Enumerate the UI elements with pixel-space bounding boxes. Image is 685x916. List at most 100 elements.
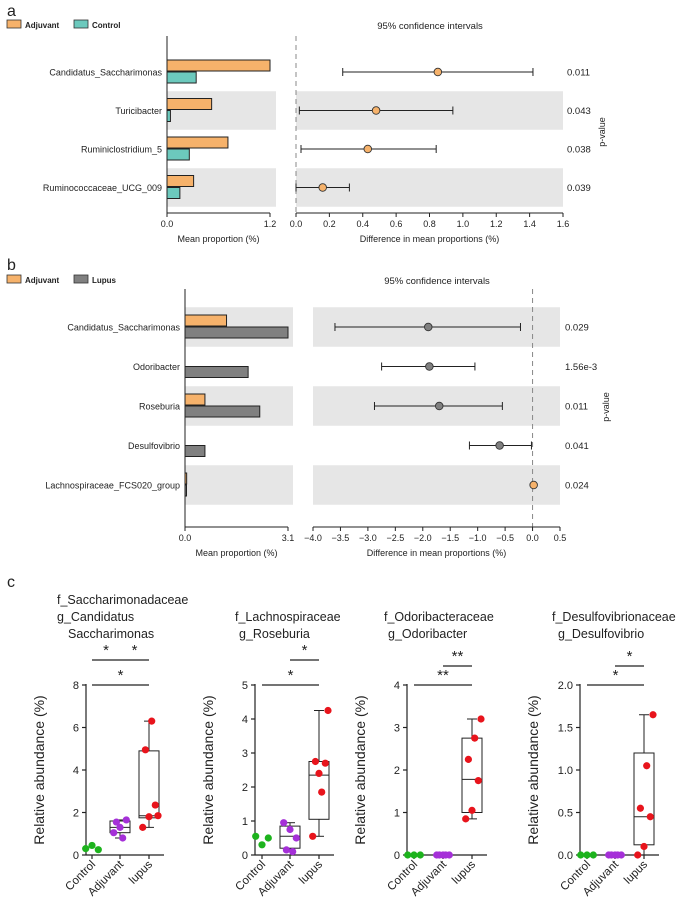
bar-row-shade <box>167 91 276 130</box>
y-tick-label: 1.0 <box>558 765 573 777</box>
category-label: Candidatus_Saccharimonas <box>67 323 180 333</box>
y-tick-label: 4 <box>242 714 248 726</box>
bar-row-shade <box>185 465 293 505</box>
data-point-lupus <box>318 788 326 796</box>
y-tick-label: 6 <box>73 723 79 735</box>
ci-tick-label: −0.5 <box>496 533 514 543</box>
significance-label: ** <box>437 667 449 684</box>
bar-row-shade <box>167 168 276 207</box>
y-tick-label: 0 <box>73 850 79 862</box>
p-value-text: 1.56e-3 <box>565 362 597 373</box>
data-point-control <box>82 845 90 853</box>
category-label: Candidatus_Saccharimonas <box>49 68 162 78</box>
group-label-lupus: lupus <box>297 858 325 886</box>
box-plot-2: f_Lachnospiraceae g_Roseburia 0 1 2 3 4 5 Relati… <box>200 610 341 899</box>
data-point-control <box>589 851 597 859</box>
bar-tick-label: 3.1 <box>282 533 295 543</box>
data-point-lupus <box>309 832 317 840</box>
ci-tick-label: 0.8 <box>423 219 436 229</box>
data-point-lupus <box>649 711 657 719</box>
significance-label: * <box>132 642 138 659</box>
ci-title: 95% confidence intervals <box>377 21 483 32</box>
ci-mean-point <box>433 67 443 77</box>
ci-tick-label: −3.5 <box>332 533 350 543</box>
data-point-lupus <box>148 717 156 725</box>
data-point-adjuvant <box>282 846 290 854</box>
bar-adjuvant <box>166 175 195 187</box>
p-value-text: 0.043 <box>567 106 591 117</box>
bar-adjuvant <box>184 314 228 327</box>
data-point-adjuvant <box>112 818 120 826</box>
ci-tick-label: 1.0 <box>457 219 470 229</box>
legend-label-lupus: Lupus <box>92 276 117 285</box>
data-point-lupus <box>640 842 648 851</box>
panel-label-c: c <box>7 574 15 591</box>
data-point-lupus <box>646 813 654 821</box>
ci-tick-label: 0.5 <box>554 533 567 543</box>
panel-label-b: b <box>7 257 16 274</box>
data-point-lupus <box>311 757 319 766</box>
bar-control <box>166 71 197 84</box>
data-point-lupus <box>141 746 149 754</box>
y-tick-label: 4 <box>394 680 400 692</box>
ci-title: 95% confidence intervals <box>384 276 490 287</box>
plot-title-line: f_Odoribacteraceae <box>384 610 494 624</box>
y-tick-label: 5 <box>242 680 248 692</box>
data-point-control <box>583 851 591 859</box>
data-point-lupus <box>471 734 479 742</box>
data-point-lupus <box>634 851 642 859</box>
y-tick-label: 8 <box>73 680 79 692</box>
box-plot-4: f_Desulfovibrionaceae g_Desulfovibrio 0.0 0… <box>525 610 676 899</box>
y-axis-label: Relative abundance (%) <box>525 695 541 844</box>
bar-control <box>166 110 171 122</box>
plot-title-line: Saccharimonas <box>68 627 154 641</box>
ci-tick-label: −1.0 <box>469 533 487 543</box>
legend-swatch-control <box>73 19 89 29</box>
data-point-adjuvant <box>614 851 622 859</box>
box-plot-1: f_Saccharimonadaceae g_Candidatus Sacchari… <box>31 593 188 899</box>
significance-label: * <box>302 642 308 659</box>
data-point-adjuvant <box>289 848 297 856</box>
bar-control <box>166 187 181 199</box>
plot-title-line: g_Roseburia <box>239 627 310 641</box>
group-label-lupus: lupus <box>622 858 650 886</box>
data-point-lupus <box>145 813 153 821</box>
legend-label-adjuvant: Adjuvant <box>25 21 60 30</box>
category-label: Odoribacter <box>133 362 180 372</box>
data-point-adjuvant <box>292 834 300 842</box>
bar-adjuvant <box>184 393 206 406</box>
ci-tick-label: 0.2 <box>323 219 336 229</box>
panel-label-a: a <box>7 3 16 20</box>
data-point-lupus <box>321 759 329 767</box>
data-point-lupus <box>315 769 323 778</box>
significance-label: * <box>288 667 294 684</box>
data-point-control <box>404 851 412 859</box>
data-point-lupus <box>477 715 485 723</box>
group-label-lupus: lupus <box>450 858 478 886</box>
significance-label: ** <box>452 648 464 665</box>
ci-mean-point <box>371 106 381 115</box>
y-axis-label: Relative abundance (%) <box>352 695 368 844</box>
bar-x-label: Mean proportion (%) <box>195 548 277 558</box>
legend-label-control: Control <box>92 21 120 30</box>
legend-swatch-adjuvant <box>6 274 22 284</box>
category-label: Turicibacter <box>115 106 162 116</box>
legend-label-adjuvant: Adjuvant <box>25 276 60 285</box>
data-point-control <box>416 851 424 859</box>
data-point-lupus <box>468 806 476 814</box>
bar-control <box>166 148 190 161</box>
data-point-adjuvant <box>119 834 127 842</box>
significance-label: * <box>103 642 109 659</box>
data-point-control <box>410 851 418 859</box>
ci-tick-label: −2.5 <box>386 533 404 543</box>
category-label: Lachnospiraceae_FCS020_group <box>45 481 180 491</box>
bar-tick-label: 1.2 <box>264 219 277 229</box>
data-point-control <box>88 841 96 850</box>
box-plot-3: f_Odoribacteraceae g_Odoribacter 0 1 2 3 4 Rela… <box>352 610 494 899</box>
plot-title-line: g_Candidatus <box>57 610 134 624</box>
significance-label: * <box>613 667 619 684</box>
data-point-lupus <box>643 762 651 770</box>
p-value-text: 0.011 <box>567 68 590 79</box>
bar-lupus <box>184 405 261 418</box>
y-tick-label: 1.5 <box>558 723 573 735</box>
